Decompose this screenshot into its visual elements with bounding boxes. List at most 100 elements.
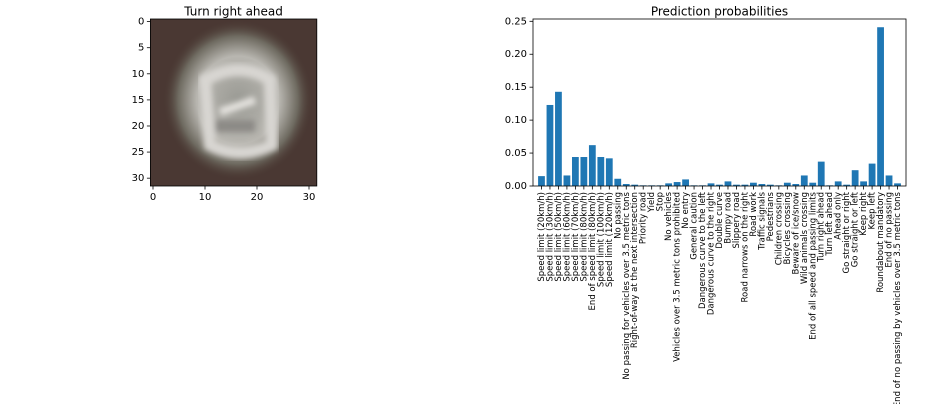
bar <box>851 170 859 186</box>
x-tick-label: Pedestrians <box>766 191 776 241</box>
axes-frame <box>532 18 907 187</box>
bar <box>758 184 766 186</box>
x-tick-label: 20 <box>251 192 264 203</box>
x-tick-label: 30 <box>303 192 316 203</box>
bar <box>614 178 622 186</box>
x-tick-label: Dangerous curve to the right <box>707 191 717 315</box>
bar <box>809 182 817 186</box>
x-tick-label: Speed limit (80km/h) <box>579 192 589 282</box>
y-tick-label: 0.20 <box>505 49 527 60</box>
bar <box>571 157 579 186</box>
sign-image <box>150 19 317 186</box>
y-tick-label: 0.00 <box>505 181 527 192</box>
x-tick-label: Bumpy road <box>723 192 733 244</box>
bar <box>733 184 740 186</box>
x-tick-label: Road work <box>749 192 759 237</box>
bar <box>817 161 825 186</box>
y-tick-label: 0.25 <box>505 16 527 27</box>
x-tick-label: Speed limit (70km/h) <box>571 192 581 282</box>
x-tick-label: 10 <box>199 192 212 203</box>
x-tick-label: 0 <box>150 192 156 203</box>
bar <box>877 27 884 187</box>
x-tick-label: Right-of-way at the next intersection <box>630 192 640 348</box>
x-tick-label: Slippery road <box>732 192 742 248</box>
bar <box>843 184 851 186</box>
bar <box>860 181 868 186</box>
y-tick-label: 0.10 <box>505 115 527 126</box>
x-tick-label: Traffic signals <box>757 191 767 250</box>
y-tick-label: 30 <box>132 173 145 184</box>
bar <box>597 157 605 186</box>
bar <box>665 183 673 186</box>
x-tick-label: Speed limit (120km/h) <box>605 192 615 287</box>
x-tick-label: Children crossing <box>774 192 784 265</box>
x-tick-label: No vehicles <box>664 191 674 241</box>
x-tick-label: Bicycles crossing <box>783 192 793 264</box>
bar <box>750 182 757 186</box>
bar <box>538 176 545 186</box>
y-tick-label: 15 <box>132 95 145 106</box>
y-tick-label: 0.05 <box>505 148 527 159</box>
x-tick-label: Roundabout mandatory <box>876 192 886 293</box>
bar <box>783 182 791 186</box>
y-tick-label: 10 <box>132 69 145 80</box>
x-tick-label: Double curve <box>715 192 725 249</box>
bar <box>724 181 732 186</box>
x-tick-label: Stop <box>656 192 666 211</box>
x-tick-label: End of all speed and passing limits <box>808 191 818 339</box>
x-tick-label: Beware of ice/snow <box>791 192 801 274</box>
bar <box>546 104 554 186</box>
y-tick-label: 20 <box>132 121 145 132</box>
x-tick-label: Vehicles over 3.5 metric tons prohibited <box>673 192 683 362</box>
x-tick-label: Go straight or right <box>842 191 852 273</box>
x-tick-label: End of speed limit (80km/h) <box>588 192 598 310</box>
bar <box>631 184 639 186</box>
x-tick-label: Priority road <box>639 192 649 244</box>
bar <box>588 145 596 186</box>
x-tick-label: Keep left <box>868 191 878 229</box>
x-tick-label: Speed limit (50km/h) <box>554 192 564 282</box>
x-tick-label: Road narrows on the right <box>740 191 750 302</box>
bar <box>741 184 749 186</box>
x-tick-label: No entry <box>681 192 691 229</box>
bar <box>580 157 588 186</box>
x-tick-label: Dangerous curve to the left <box>698 191 708 309</box>
x-tick-label: Go straight or left <box>851 191 861 267</box>
x-tick-label: Keep right <box>859 191 869 235</box>
bar <box>622 184 630 186</box>
chart-title: Prediction probabilities <box>651 5 788 19</box>
bar <box>563 175 571 186</box>
x-tick-label: No passing <box>613 192 623 239</box>
y-tick-label: 0 <box>138 17 144 28</box>
y-tick-label: 0.15 <box>505 82 527 93</box>
x-tick-label: Speed limit (30km/h) <box>545 192 555 282</box>
bar <box>885 175 893 186</box>
bar <box>792 184 800 186</box>
bar <box>555 91 562 186</box>
x-tick-label: Ahead only <box>834 192 844 240</box>
x-tick-label: End of no passing by vehicles over 3.5 m… <box>893 191 903 404</box>
bar <box>682 179 689 186</box>
bar <box>673 182 681 186</box>
bar <box>605 158 613 186</box>
axes-frame <box>149 18 318 187</box>
chart-title: Turn right ahead <box>183 5 283 19</box>
x-tick-label: Turn right ahead <box>817 192 827 263</box>
y-tick-label: 5 <box>138 43 144 54</box>
bar <box>894 183 901 186</box>
x-tick-label: Speed limit (20km/h) <box>537 192 547 282</box>
x-tick-label: Turn left ahead <box>825 192 835 257</box>
x-tick-label: Yield <box>647 192 657 213</box>
bar <box>834 181 842 186</box>
x-tick-label: General caution <box>690 192 700 260</box>
bar <box>766 184 774 186</box>
x-tick-label: No passing for vehicles over 3.5 metric … <box>622 191 632 379</box>
bar <box>716 184 723 186</box>
x-tick-label: Speed limit (100km/h) <box>596 192 606 287</box>
x-tick-label: Wild animals crossing <box>800 192 810 284</box>
bar <box>868 163 876 186</box>
bar <box>707 183 715 186</box>
y-tick-label: 25 <box>132 147 145 158</box>
x-tick-label: Speed limit (60km/h) <box>562 192 572 282</box>
